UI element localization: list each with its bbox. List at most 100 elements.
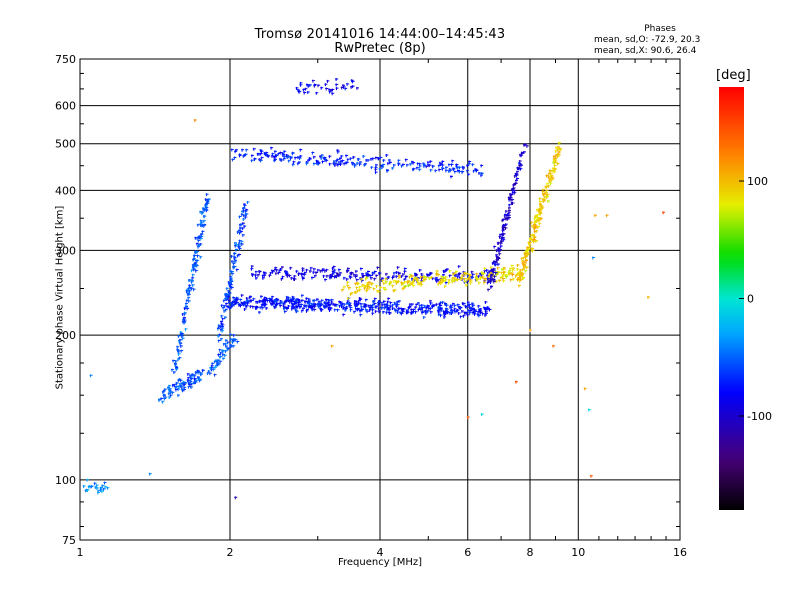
data-point	[647, 296, 649, 299]
data-point	[451, 159, 453, 163]
data-point	[211, 362, 213, 366]
data-point	[182, 389, 183, 393]
data-point	[247, 302, 249, 305]
data-point	[556, 152, 558, 156]
data-point	[97, 491, 99, 495]
data-point	[452, 272, 454, 276]
data-point	[160, 397, 162, 401]
data-point	[299, 157, 301, 160]
data-point	[472, 273, 474, 277]
data-point	[239, 239, 240, 243]
data-point	[349, 304, 351, 308]
data-point	[262, 274, 264, 278]
data-point	[264, 299, 266, 303]
data-point	[345, 161, 347, 165]
data-point	[362, 275, 363, 278]
data-point	[385, 280, 387, 284]
data-point	[440, 308, 442, 312]
data-point	[234, 301, 236, 305]
data-point	[101, 484, 103, 488]
data-point	[370, 166, 372, 170]
data-point	[244, 216, 246, 219]
data-point	[274, 303, 276, 307]
data-point	[261, 156, 263, 160]
data-point	[464, 311, 465, 315]
data-point	[223, 342, 225, 346]
data-point	[294, 156, 296, 160]
data-point	[518, 167, 520, 171]
stats-o-mode: mean, sd,O: -72.9, 20.3	[594, 35, 701, 45]
data-point	[303, 304, 305, 308]
data-point	[181, 334, 183, 338]
data-point	[299, 148, 301, 152]
data-point	[367, 283, 369, 287]
data-point	[218, 339, 220, 343]
data-point	[545, 193, 547, 197]
data-point	[378, 157, 380, 161]
data-point	[219, 360, 221, 364]
data-point	[466, 278, 468, 281]
data-point	[557, 162, 559, 166]
data-point	[545, 191, 547, 195]
data-point	[275, 272, 277, 276]
data-point	[243, 303, 245, 307]
data-point	[395, 275, 397, 279]
data-point	[515, 380, 517, 384]
data-point	[510, 193, 512, 197]
data-point	[274, 158, 276, 162]
data-point	[297, 88, 299, 92]
data-point	[410, 311, 412, 315]
data-point	[321, 303, 322, 307]
data-point	[458, 312, 460, 315]
data-point	[340, 163, 341, 166]
data-point	[538, 211, 540, 215]
data-point	[278, 271, 279, 275]
data-point	[224, 354, 226, 358]
data-point	[439, 161, 441, 165]
data-point	[517, 264, 518, 267]
data-point	[502, 238, 504, 242]
data-point	[440, 275, 442, 279]
data-point	[245, 213, 247, 216]
data-point	[198, 244, 200, 248]
data-point	[359, 285, 361, 289]
data-point	[316, 162, 318, 166]
data-point	[309, 270, 311, 273]
data-point	[350, 292, 351, 296]
data-point	[523, 143, 525, 147]
data-point	[192, 283, 194, 287]
data-point	[484, 267, 485, 271]
data-point	[459, 166, 460, 170]
data-point	[274, 155, 276, 159]
data-point	[487, 271, 489, 275]
data-point	[518, 164, 520, 168]
data-point	[355, 307, 357, 311]
data-point	[425, 312, 427, 315]
data-point	[469, 309, 471, 313]
data-point	[104, 481, 105, 485]
data-point	[496, 258, 498, 262]
data-point	[356, 308, 358, 312]
data-point	[478, 172, 480, 175]
data-point	[547, 200, 549, 203]
data-point	[313, 267, 315, 271]
data-point	[372, 157, 374, 161]
data-point	[347, 267, 349, 271]
data-point	[333, 160, 335, 164]
plot-frame	[79, 58, 681, 541]
data-point	[244, 302, 246, 306]
data-point	[517, 166, 518, 170]
data-point	[308, 305, 310, 309]
data-point	[83, 485, 85, 488]
y-tick-label: 400	[55, 184, 76, 197]
data-point	[523, 263, 525, 267]
data-point	[94, 486, 96, 490]
data-point	[449, 305, 451, 309]
data-point	[222, 349, 224, 353]
data-point	[363, 163, 365, 167]
data-point	[395, 305, 397, 309]
data-point	[324, 278, 326, 282]
data-point	[317, 268, 319, 272]
data-point	[394, 301, 395, 305]
data-point	[479, 272, 481, 276]
